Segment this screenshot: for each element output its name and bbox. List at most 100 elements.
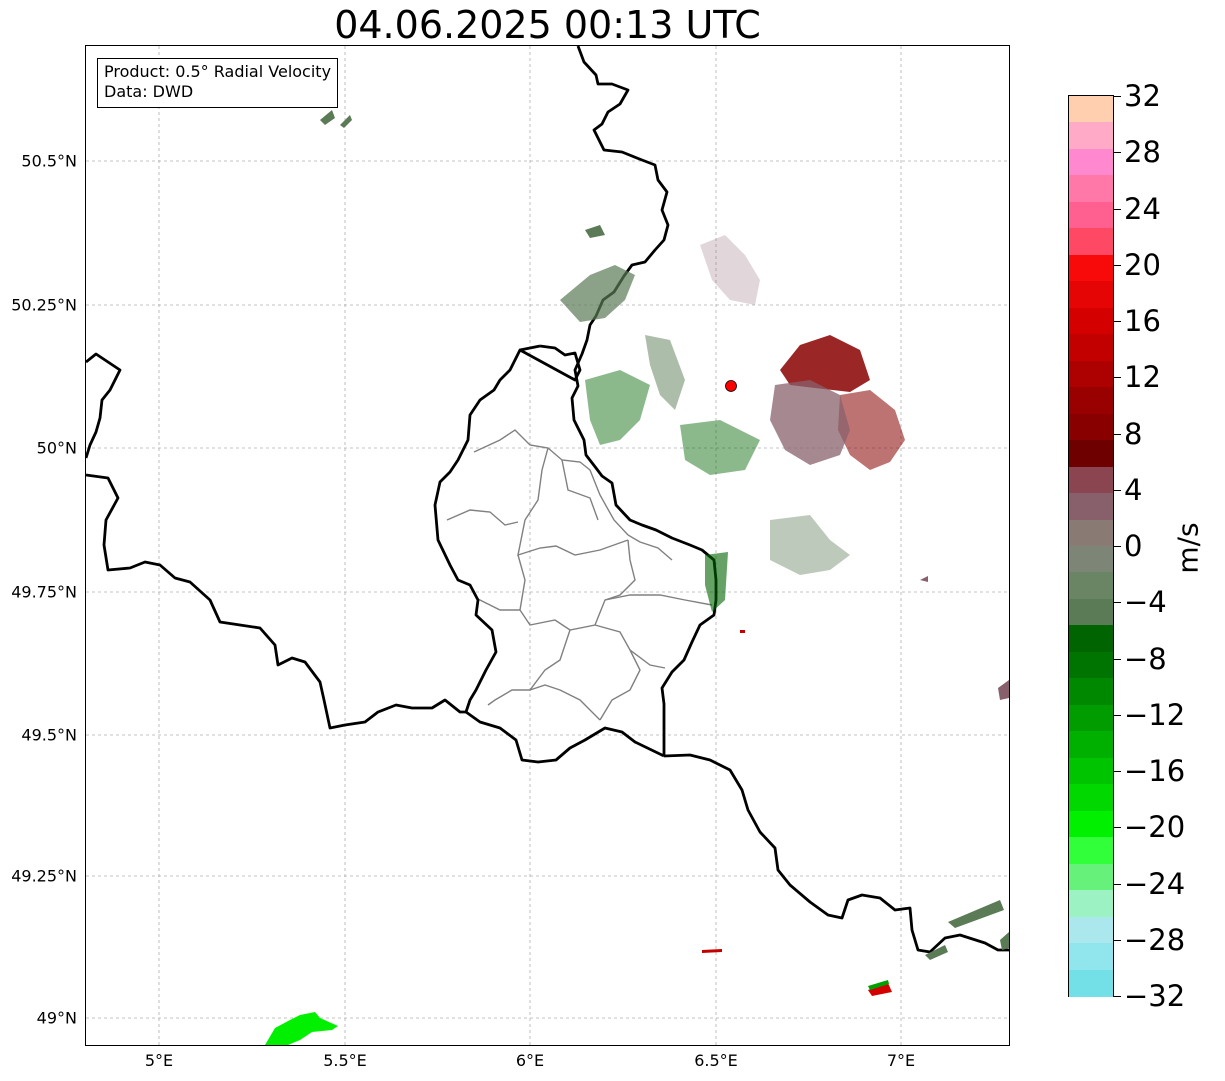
colorbar-tick-label: −32 bbox=[1124, 979, 1186, 1013]
colorbar-segment bbox=[1069, 704, 1113, 732]
colorbar-segment bbox=[1069, 360, 1113, 388]
radar-echoes-outbound-gray bbox=[700, 235, 1009, 700]
colorbar-segment bbox=[1069, 890, 1113, 918]
x-tick-label: 5.5°E bbox=[323, 1051, 367, 1070]
map-plot-area[interactable] bbox=[85, 45, 1010, 1046]
radar-echoes-strong bbox=[265, 630, 892, 1045]
y-tick-label: 50.5°N bbox=[21, 151, 77, 171]
colorbar-tick-mark bbox=[1114, 939, 1121, 941]
colorbar-segment bbox=[1069, 334, 1113, 362]
colorbar-tick-mark bbox=[1114, 321, 1121, 322]
colorbar-segment bbox=[1069, 598, 1113, 626]
border-fr-be bbox=[86, 473, 466, 730]
colorbar-tick-label: 20 bbox=[1124, 247, 1161, 282]
chart-title: 04.06.2025 00:13 UTC bbox=[334, 3, 761, 47]
colorbar-segment bbox=[1069, 96, 1113, 124]
x-tick-label: 5°E bbox=[144, 1051, 174, 1070]
colorbar-segment bbox=[1069, 731, 1113, 759]
colorbar-tick-mark bbox=[1114, 827, 1121, 829]
product-info-box: Product: 0.5° Radial Velocity Data: DWD bbox=[97, 58, 339, 108]
colorbar-tick-mark bbox=[1114, 264, 1121, 266]
colorbar-tick-label: 4 bbox=[1124, 472, 1143, 507]
y-tick-label: 50.25°N bbox=[11, 295, 77, 315]
radar-site-marker bbox=[725, 380, 737, 392]
y-tick-label: 49.75°N bbox=[11, 582, 77, 602]
colorbar-tick-label: 32 bbox=[1124, 79, 1161, 113]
colorbar-segment bbox=[1069, 122, 1113, 150]
colorbar-segment bbox=[1069, 678, 1113, 706]
colorbar-segment bbox=[1069, 784, 1113, 812]
colorbar-tick-mark bbox=[1114, 489, 1121, 491]
colorbar-tick-label: 24 bbox=[1124, 191, 1161, 226]
radar-echoes-outbound bbox=[780, 335, 905, 470]
colorbar-segment bbox=[1069, 969, 1113, 997]
colorbar-segment bbox=[1069, 651, 1113, 679]
colorbar-tick-label: −12 bbox=[1124, 697, 1186, 732]
x-tick-label: 6.5°E bbox=[694, 1051, 738, 1070]
colorbar-segment bbox=[1069, 916, 1113, 944]
y-tick-label: 49°N bbox=[36, 1008, 77, 1028]
radar-echoes-inbound bbox=[585, 370, 760, 612]
colorbar-segment bbox=[1069, 625, 1113, 653]
colorbar-unit-label: m/s bbox=[1171, 522, 1205, 574]
border-lu-north bbox=[519, 344, 541, 352]
colorbar-segment bbox=[1069, 148, 1113, 176]
colorbar-segment bbox=[1069, 440, 1113, 468]
map-canvas bbox=[86, 46, 1009, 1045]
colorbar-tick-label: 0 bbox=[1124, 529, 1143, 563]
colorbar-tick-mark bbox=[1114, 152, 1121, 154]
colorbar-tick-mark bbox=[1114, 771, 1121, 772]
colorbar-tick-mark bbox=[1114, 602, 1121, 604]
x-tick-label: 7°E bbox=[886, 1051, 916, 1070]
colorbar-tick-mark bbox=[1114, 546, 1121, 547]
colorbar-tick-label: −8 bbox=[1124, 641, 1167, 676]
national-borders bbox=[86, 46, 1009, 954]
colorbar-segment bbox=[1069, 175, 1113, 203]
colorbar-tick-mark bbox=[1114, 714, 1121, 716]
colorbar-segment bbox=[1069, 837, 1113, 865]
colorbar-tick-label: 12 bbox=[1124, 360, 1161, 395]
colorbar-tick-label: −20 bbox=[1124, 810, 1186, 845]
colorbar-tick-label: 28 bbox=[1124, 135, 1161, 170]
colorbar-segment bbox=[1069, 546, 1113, 574]
colorbar-segment bbox=[1069, 810, 1113, 838]
colorbar-tick-label: 16 bbox=[1124, 304, 1161, 338]
colorbar-segment bbox=[1069, 307, 1113, 335]
colorbar-segment bbox=[1069, 519, 1113, 547]
colorbar-tick-label: −4 bbox=[1124, 585, 1167, 620]
admin-borders bbox=[446, 429, 713, 721]
colorbar-segment bbox=[1069, 387, 1113, 415]
colorbar-segment bbox=[1069, 493, 1113, 521]
colorbar-tick-label: −28 bbox=[1124, 922, 1186, 957]
x-tick-label: 6°E bbox=[515, 1051, 545, 1070]
colorbar-segment bbox=[1069, 466, 1113, 494]
colorbar-segment bbox=[1069, 254, 1113, 282]
colorbar-tick-mark bbox=[1114, 377, 1121, 379]
colorbar-segment bbox=[1069, 228, 1113, 256]
y-tick-label: 49.5°N bbox=[21, 725, 77, 745]
colorbar-tick-mark bbox=[1114, 658, 1121, 660]
border-lu-west bbox=[433, 344, 665, 764]
colorbar-tick-label: −16 bbox=[1124, 754, 1186, 788]
radar-echoes-inbound-gray bbox=[320, 110, 1009, 960]
colorbar-segment bbox=[1069, 413, 1113, 441]
colorbar-tick-label: 8 bbox=[1124, 416, 1143, 451]
colorbar-tick-mark bbox=[1114, 208, 1121, 210]
border-be-nl bbox=[86, 352, 122, 459]
colorbar-segment bbox=[1069, 863, 1113, 891]
colorbar-tick-mark bbox=[1114, 433, 1121, 435]
colorbar-segment bbox=[1069, 201, 1113, 229]
data-source-label: Data: DWD bbox=[104, 82, 194, 101]
colorbar-segment bbox=[1069, 572, 1113, 600]
colorbar-segment bbox=[1069, 757, 1113, 785]
colorbar-tick-mark bbox=[1114, 96, 1121, 97]
border-fr-de bbox=[663, 753, 1009, 954]
colorbar-tick-label: −24 bbox=[1124, 866, 1186, 901]
colorbar-segment bbox=[1069, 943, 1113, 971]
colorbar-segment bbox=[1069, 281, 1113, 309]
product-label: Product: 0.5° Radial Velocity bbox=[104, 62, 332, 81]
colorbar-tick-mark bbox=[1114, 996, 1121, 997]
colorbar-tick-mark bbox=[1114, 883, 1121, 885]
colorbar bbox=[1068, 95, 1114, 997]
y-tick-label: 50°N bbox=[36, 438, 77, 458]
